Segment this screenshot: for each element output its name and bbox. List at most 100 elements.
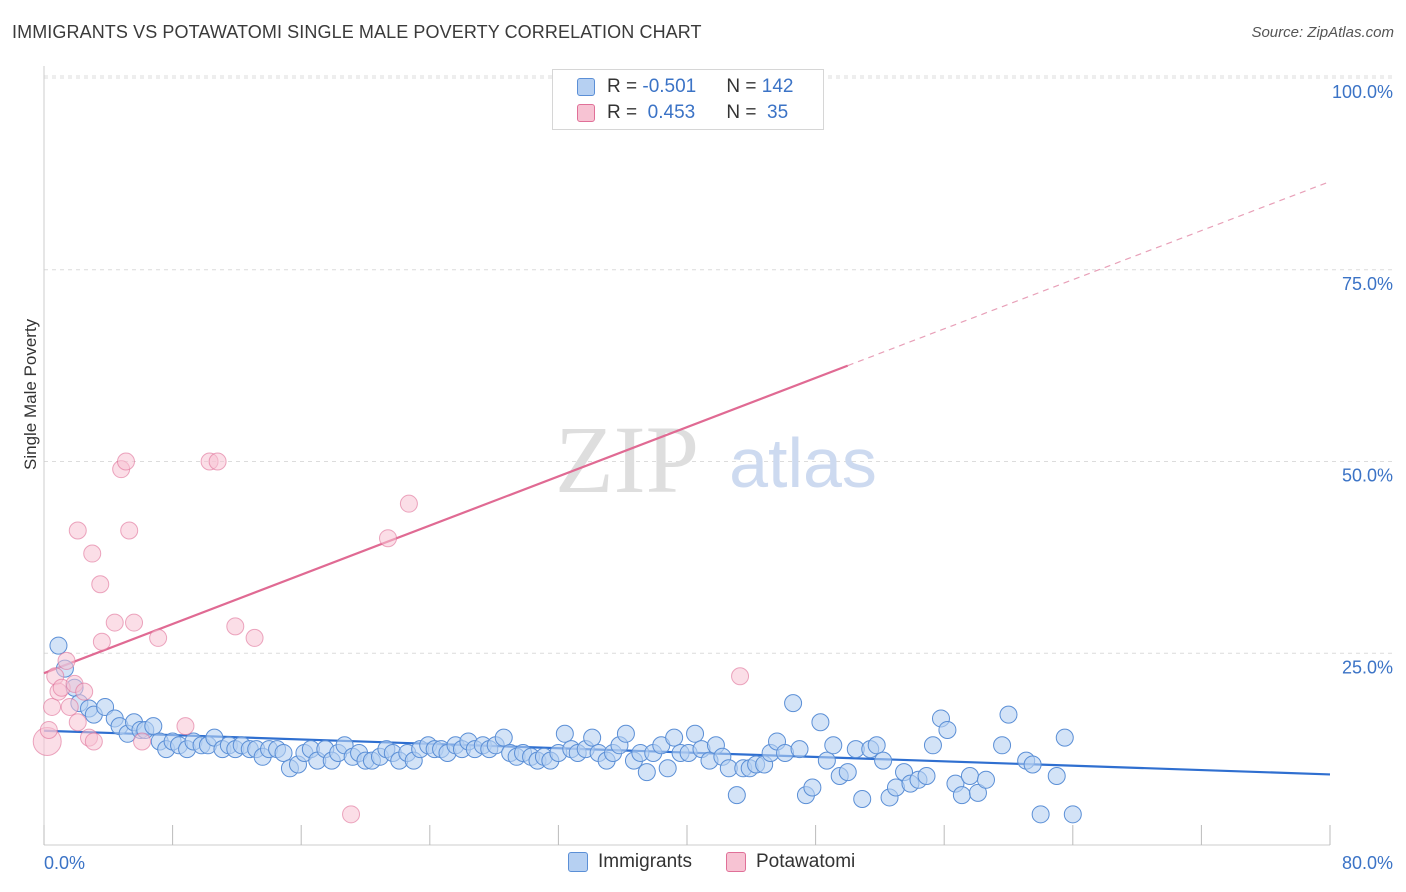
potawatomi-point [60,697,79,716]
immigrants-point [1023,755,1042,774]
immigrants-point [1031,805,1050,824]
immigrants-point [867,736,886,755]
watermark-zip: ZIP [555,406,699,513]
n-label: N = [726,102,762,123]
immigrants-point [727,786,746,805]
r-label: R = [607,76,643,97]
immigrants-point [976,770,995,789]
potawatomi-point [379,529,398,548]
potawatomi-points [32,69,750,824]
immigrants-point [923,736,942,755]
immigrants-point [824,736,843,755]
potawatomi-point [84,732,103,751]
immigrants-swatch [577,78,595,96]
immigrants-point [583,728,602,747]
axes [43,66,1331,846]
r-value: -0.501 [642,76,697,97]
potawatomi-trend-line [43,364,849,675]
immigrants-legend-swatch [568,852,588,872]
potawatomi-point [75,682,94,701]
immigrants-point [555,724,574,743]
potawatomi-point [731,667,750,686]
immigrants-point [874,751,893,770]
y-tick-label: 25.0% [1342,657,1393,677]
source-label: Source: ZipAtlas.com [1251,24,1394,41]
potawatomi-point [120,521,139,540]
watermark-atlas: atlas [729,424,877,502]
potawatomi-point [39,720,58,739]
r-label: R = [607,102,643,123]
immigrants-point [1055,728,1074,747]
gridlines [44,75,1394,654]
potawatomi-point [43,697,62,716]
potawatomi-point [116,452,135,471]
y-tick-label: 75.0% [1342,274,1393,294]
immigrants-point [637,763,656,782]
immigrants-point [838,763,857,782]
potawatomi-point [57,651,76,670]
series-legend: Immigrants Potawatomi [568,851,889,873]
immigrants-point [686,724,705,743]
potawatomi-legend-swatch [725,852,746,872]
potawatomi-point [92,632,111,651]
y-tick-label: 50.0% [1342,466,1393,486]
immigrants-point [784,694,803,713]
immigrants-point [960,766,979,785]
immigrants-point [952,786,971,805]
potawatomi-point [105,613,124,632]
r-value: 0.453 [642,102,696,123]
immigrants-point [658,759,677,778]
potawatomi-point [176,717,195,736]
immigrants-point [803,778,822,797]
immigrants-point [49,636,68,655]
potawatomi-trend-extension [847,180,1331,367]
potawatomi-point [342,805,361,824]
potawatomi-point [83,544,102,563]
y-tick-label: 100.0% [1332,82,1393,102]
potawatomi-legend-label: Potawatomi [755,851,856,872]
immigrants-point [917,766,936,785]
potawatomi-point [399,494,418,513]
immigrants-point [993,736,1012,755]
legend-row-immigrants: R = -0.501 N = 142 [577,75,793,99]
immigrants-point [1063,805,1082,824]
tick-labels: 25.0% 50.0% 75.0% 100.0% 0.0% 80.0% [44,82,1393,873]
immigrants-point [665,728,684,747]
immigrants-point [144,717,163,736]
potawatomi-point [245,628,264,647]
immigrants-point [999,705,1018,724]
n-value: 142 [761,76,794,97]
legend-row-potawatomi: R = 0.453 N = 35 [577,101,788,125]
immigrants-point [790,740,809,759]
potawatomi-point [133,732,152,751]
immigrants-point [817,751,836,770]
immigrants-point [811,713,830,732]
potawatomi-swatch [577,104,595,122]
immigrants-legend-label: Immigrants [598,851,692,872]
potawatomi-point [226,617,245,636]
immigrants-point [1047,766,1066,785]
immigrants-point [616,724,635,743]
immigrants-point [274,743,293,762]
legend-item-immigrants[interactable]: Immigrants [568,851,692,873]
potawatomi-point [68,713,87,732]
immigrants-point [968,783,987,802]
n-value: 35 [761,102,789,123]
potawatomi-point [68,521,87,540]
legend-item-potawatomi[interactable]: Potawatomi [725,851,856,873]
immigrants-points [49,636,1082,824]
immigrants-point [853,789,872,808]
immigrants-point [494,728,513,747]
potawatomi-point [125,613,144,632]
immigrants-point [938,720,957,739]
x-tick-label-max: 80.0% [1342,853,1393,873]
correlation-legend: R = -0.501 N = 142 R = 0.453 N = 35 [552,69,824,130]
immigrants-point [96,697,115,716]
potawatomi-point [91,575,110,594]
potawatomi-point [149,628,168,647]
potawatomi-point [208,452,227,471]
chart-title: IMMIGRANTS VS POTAWATOMI SINGLE MALE POV… [12,22,702,42]
n-label: N = [726,76,762,97]
watermark: ZIP atlas [555,406,877,513]
